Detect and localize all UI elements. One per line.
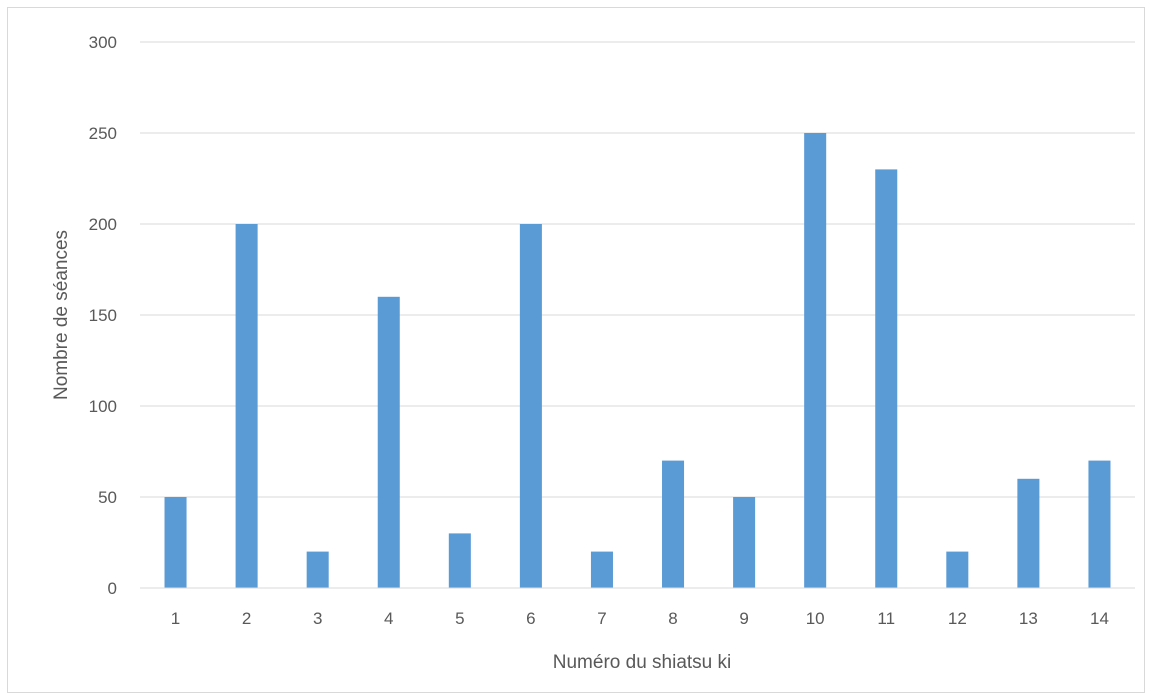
y-tick-labels: 0 50 100 150 200 250 300 bbox=[89, 33, 117, 598]
x-tick-labels: 1 2 3 4 5 6 7 8 9 10 11 12 13 14 bbox=[171, 609, 1109, 628]
x-tick-label: 2 bbox=[242, 609, 251, 628]
x-tick-label: 10 bbox=[806, 609, 825, 628]
bar-2 bbox=[235, 224, 258, 588]
x-tick-label: 6 bbox=[526, 609, 535, 628]
bar-14 bbox=[1088, 460, 1111, 588]
y-tick-label: 100 bbox=[89, 397, 117, 416]
bar-3 bbox=[306, 551, 329, 588]
bar-11 bbox=[875, 169, 898, 588]
y-tick-label: 150 bbox=[89, 306, 117, 325]
x-tick-label: 13 bbox=[1019, 609, 1038, 628]
y-tick-label: 300 bbox=[89, 33, 117, 52]
x-tick-label: 14 bbox=[1090, 609, 1109, 628]
x-tick-label: 5 bbox=[455, 609, 464, 628]
x-tick-label: 1 bbox=[171, 609, 180, 628]
bar-5 bbox=[448, 533, 471, 588]
y-tick-label: 50 bbox=[98, 488, 117, 507]
bar-8 bbox=[662, 460, 685, 588]
bar-1 bbox=[164, 497, 187, 588]
bar-6 bbox=[519, 224, 542, 588]
x-tick-label: 8 bbox=[668, 609, 677, 628]
y-tick-label: 0 bbox=[108, 579, 117, 598]
x-tick-label: 3 bbox=[313, 609, 322, 628]
y-tick-label: 200 bbox=[89, 215, 117, 234]
bar-4 bbox=[377, 296, 400, 588]
bar-9 bbox=[733, 497, 756, 588]
y-tick-label: 250 bbox=[89, 124, 117, 143]
x-tick-label: 9 bbox=[739, 609, 748, 628]
x-tick-label: 4 bbox=[384, 609, 393, 628]
bar-12 bbox=[946, 551, 969, 588]
bar-10 bbox=[804, 133, 827, 588]
x-tick-label: 11 bbox=[877, 609, 895, 628]
bar-13 bbox=[1017, 478, 1040, 588]
y-axis-title: Nombre de séances bbox=[51, 230, 72, 400]
x-tick-label: 12 bbox=[948, 609, 967, 628]
bars bbox=[164, 133, 1111, 588]
x-tick-label: 7 bbox=[597, 609, 606, 628]
bar-7 bbox=[590, 551, 613, 588]
x-axis-title: Numéro du shiatsu ki bbox=[553, 652, 731, 673]
gridlines bbox=[140, 41, 1135, 498]
